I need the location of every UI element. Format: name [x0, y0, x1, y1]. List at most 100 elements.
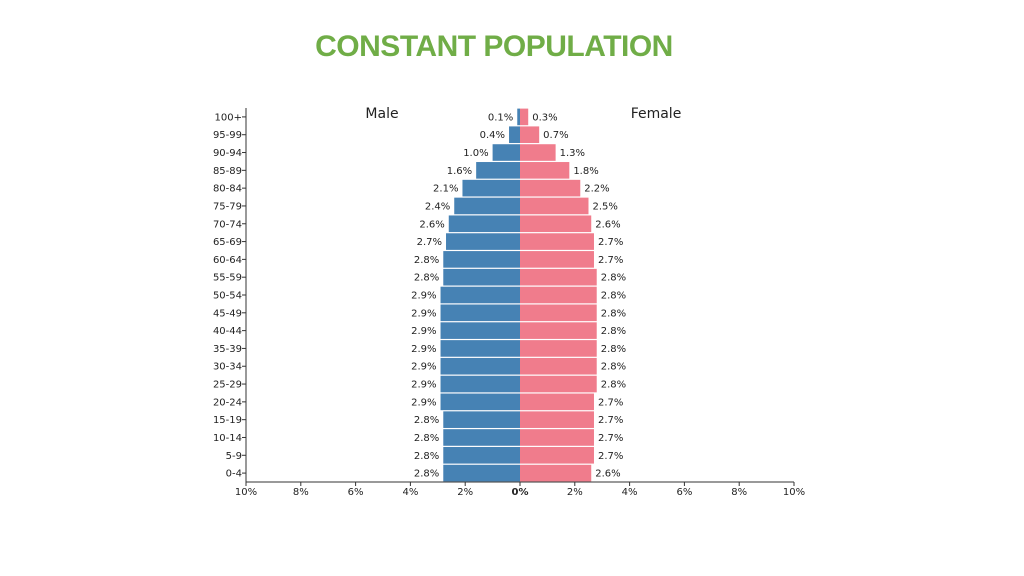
- bar-male-10-14: [443, 429, 520, 446]
- value-label-male-30-34: 2.9%: [411, 362, 436, 373]
- male-side-title: Male: [365, 106, 398, 122]
- bar-female-15-19: [520, 411, 594, 428]
- bar-female-80-84: [520, 179, 581, 197]
- y-tick-label-0-4: 0-4: [226, 469, 242, 480]
- bar-female-0-4: [520, 464, 592, 482]
- value-label-female-75-79: 2.5%: [593, 201, 618, 212]
- female-side-title: Female: [631, 106, 682, 122]
- x-tick-label: 4%: [402, 487, 418, 498]
- bar-male-35-39: [440, 340, 520, 357]
- y-tick-label-25-29: 25-29: [213, 380, 242, 391]
- value-label-male-10-14: 2.8%: [414, 433, 439, 444]
- bar-female-55-59: [520, 268, 597, 286]
- value-label-male-70-74: 2.6%: [419, 219, 444, 230]
- bar-female-10-14: [520, 429, 594, 446]
- y-tick-label-15-19: 15-19: [213, 415, 242, 426]
- value-label-female-80-84: 2.2%: [584, 184, 609, 195]
- bar-male-45-49: [440, 304, 520, 322]
- y-tick-label-90-94: 90-94: [213, 148, 242, 159]
- value-label-male-15-19: 2.8%: [414, 415, 439, 426]
- y-tick-label-35-39: 35-39: [213, 344, 242, 355]
- bar-male-55-59: [443, 268, 520, 286]
- x-tick-label: 2%: [457, 487, 473, 498]
- bar-female-95-99: [520, 126, 540, 144]
- bar-male-30-34: [440, 357, 520, 375]
- bar-male-20-24: [440, 393, 520, 411]
- bar-male-40-44: [440, 322, 520, 339]
- value-label-female-85-89: 1.8%: [573, 166, 598, 177]
- value-label-male-45-49: 2.9%: [411, 308, 436, 319]
- x-tick-label: 10%: [235, 487, 257, 498]
- bar-female-100+: [520, 108, 529, 126]
- bar-male-75-79: [454, 197, 520, 215]
- bar-female-75-79: [520, 197, 589, 215]
- bar-female-20-24: [520, 393, 594, 411]
- value-label-female-65-69: 2.7%: [598, 237, 623, 248]
- bar-female-25-29: [520, 375, 597, 393]
- slide-title: CONSTANT POPULATION: [315, 30, 673, 63]
- y-tick-label-60-64: 60-64: [213, 255, 242, 266]
- y-tick-label-50-54: 50-54: [213, 291, 242, 302]
- y-tick-label-5-9: 5-9: [226, 451, 242, 462]
- bar-male-0-4: [443, 464, 520, 482]
- bar-male-60-64: [443, 251, 520, 268]
- y-tick-label-95-99: 95-99: [213, 130, 242, 141]
- value-label-female-100+: 0.3%: [532, 112, 557, 123]
- value-labels-layer: 0.1% 0.3% 0.4% 0.7% 1.0% 1.3% 1.6% 1.8% 2.1% 2.2%…: [411, 112, 626, 479]
- value-label-male-5-9: 2.8%: [414, 451, 439, 462]
- bar-male-15-19: [443, 411, 520, 428]
- x-tick-label: 8%: [731, 487, 747, 498]
- value-label-female-20-24: 2.7%: [598, 397, 623, 408]
- axes-layer: 100+ 95-99 90-94 85-89 80-84 75-79 70-74 65-69 6…: [213, 106, 805, 498]
- value-label-male-65-69: 2.7%: [417, 237, 442, 248]
- value-label-male-90-94: 1.0%: [463, 148, 488, 159]
- value-label-female-50-54: 2.8%: [601, 291, 626, 302]
- value-label-female-5-9: 2.7%: [598, 451, 623, 462]
- value-label-female-60-64: 2.7%: [598, 255, 623, 266]
- value-label-male-75-79: 2.4%: [425, 201, 450, 212]
- value-label-female-95-99: 0.7%: [543, 130, 568, 141]
- bar-male-85-89: [476, 162, 520, 179]
- bar-female-45-49: [520, 304, 597, 322]
- x-tick-label: 2%: [567, 487, 583, 498]
- bar-male-5-9: [443, 446, 520, 464]
- value-label-male-0-4: 2.8%: [414, 469, 439, 480]
- value-label-female-15-19: 2.7%: [598, 415, 623, 426]
- x-tick-label: 6%: [348, 487, 364, 498]
- value-label-female-70-74: 2.6%: [595, 219, 620, 230]
- bar-female-65-69: [520, 233, 594, 250]
- value-label-female-40-44: 2.8%: [601, 326, 626, 337]
- value-label-female-0-4: 2.6%: [595, 469, 620, 480]
- bar-female-70-74: [520, 215, 592, 233]
- value-label-male-20-24: 2.9%: [411, 397, 436, 408]
- value-label-male-85-89: 1.6%: [447, 166, 472, 177]
- bar-female-60-64: [520, 251, 594, 268]
- y-tick-label-55-59: 55-59: [213, 273, 242, 284]
- y-tick-label-80-84: 80-84: [213, 184, 242, 195]
- value-label-female-10-14: 2.7%: [598, 433, 623, 444]
- x-tick-label: 10%: [783, 487, 805, 498]
- x-tick-label: 4%: [622, 487, 638, 498]
- bar-male-80-84: [462, 179, 520, 197]
- bar-male-25-29: [440, 375, 520, 393]
- value-label-male-55-59: 2.8%: [414, 273, 439, 284]
- bar-male-100+: [517, 108, 520, 126]
- y-tick-label-85-89: 85-89: [213, 166, 242, 177]
- y-tick-label-10-14: 10-14: [213, 433, 242, 444]
- value-label-male-60-64: 2.8%: [414, 255, 439, 266]
- bar-male-95-99: [509, 126, 520, 144]
- value-label-male-80-84: 2.1%: [433, 184, 458, 195]
- x-tick-label: 6%: [676, 487, 692, 498]
- bars-layer: [440, 108, 597, 482]
- bar-female-40-44: [520, 322, 597, 339]
- bar-male-65-69: [446, 233, 520, 250]
- y-tick-label-30-34: 30-34: [213, 362, 242, 373]
- y-tick-label-65-69: 65-69: [213, 237, 242, 248]
- y-tick-label-45-49: 45-49: [213, 308, 242, 319]
- value-label-male-35-39: 2.9%: [411, 344, 436, 355]
- value-label-male-40-44: 2.9%: [411, 326, 436, 337]
- x-tick-label: 8%: [293, 487, 309, 498]
- bar-female-30-34: [520, 357, 597, 375]
- value-label-female-45-49: 2.8%: [601, 308, 626, 319]
